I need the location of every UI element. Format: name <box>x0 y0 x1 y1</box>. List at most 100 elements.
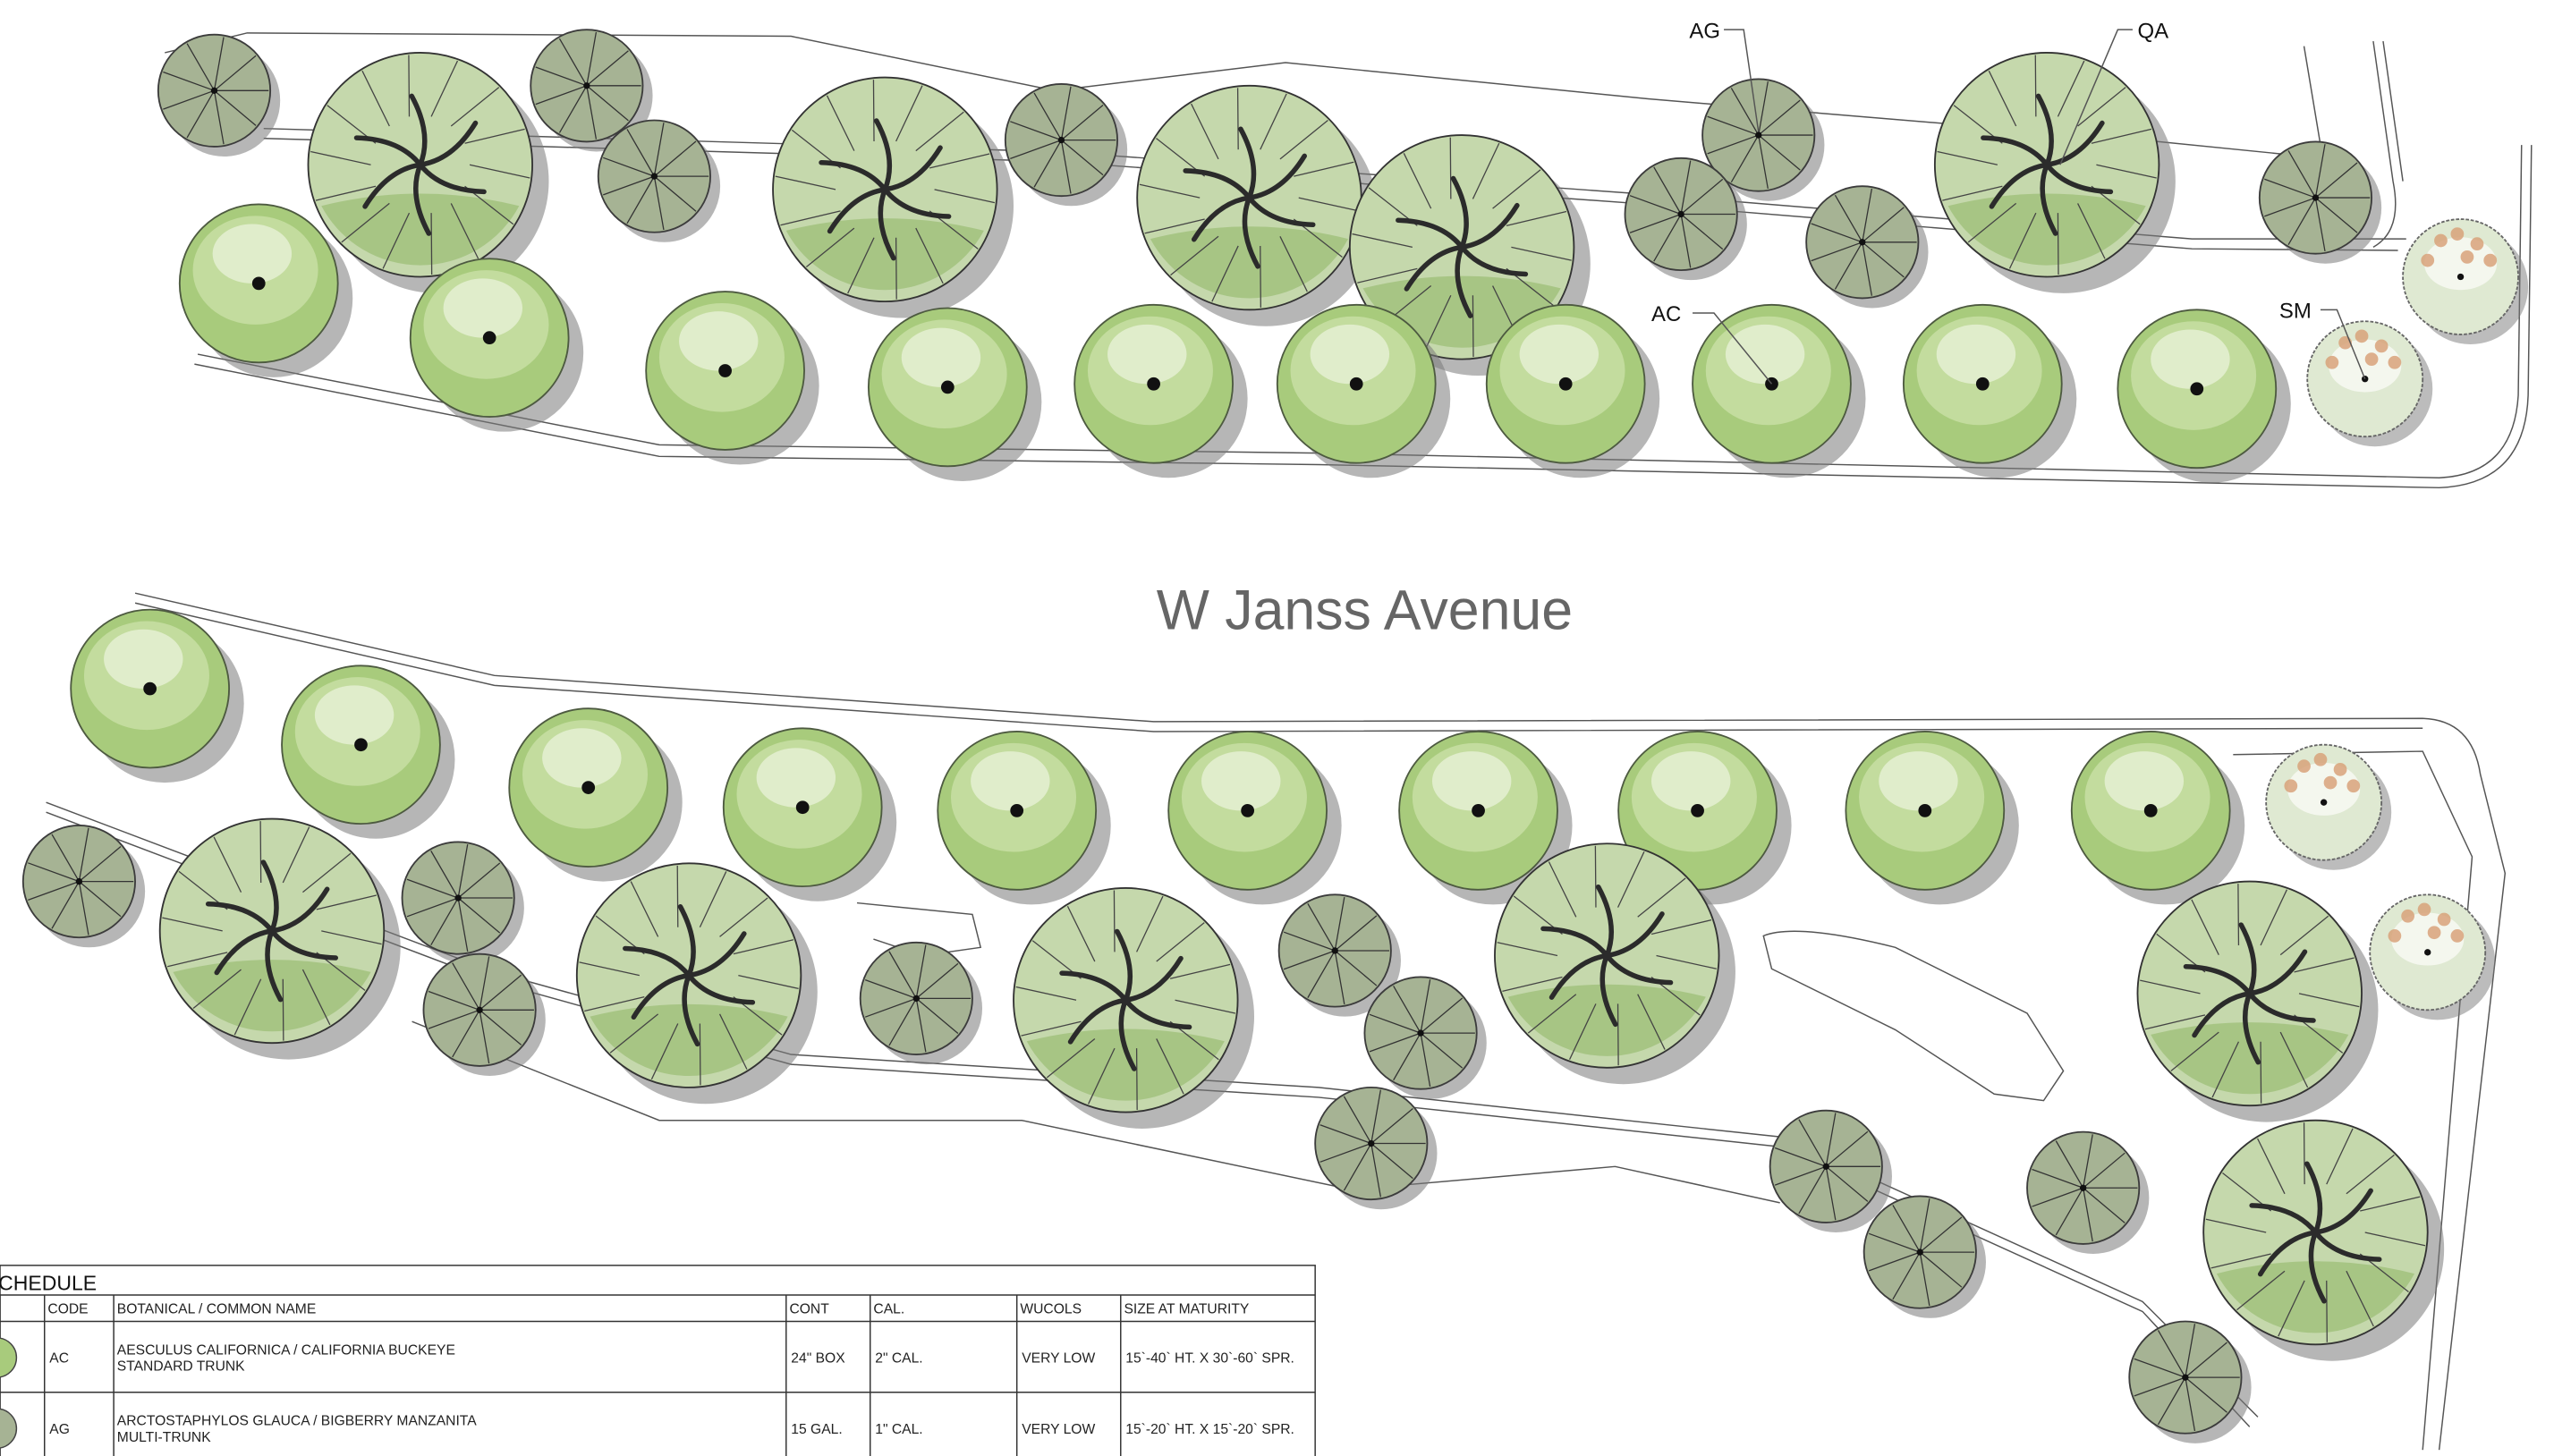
blossom <box>2460 250 2474 264</box>
tree <box>1701 78 1825 201</box>
canopy-lines <box>1937 55 2157 275</box>
trunk <box>1691 804 1704 817</box>
tree <box>2258 140 2382 264</box>
tree <box>1862 1195 1986 1318</box>
canopy-lines <box>2032 1134 2138 1242</box>
trunk <box>912 995 921 1003</box>
trunk <box>1859 239 1866 246</box>
blossom <box>2483 253 2498 267</box>
tree <box>1485 303 1660 478</box>
trunk <box>1918 804 1932 817</box>
blossom <box>2313 752 2328 766</box>
blossom <box>2364 352 2379 366</box>
tree <box>1845 731 2019 905</box>
canopy-highlight <box>1201 751 1281 811</box>
callout-label: QA <box>2137 19 2168 43</box>
tree <box>178 203 353 377</box>
tree <box>575 862 818 1105</box>
canopy-highlight <box>1519 324 1599 385</box>
tree <box>1363 976 1487 1099</box>
callout-label: AC <box>1651 302 1681 326</box>
branches <box>1396 175 1529 318</box>
trees <box>21 29 2529 1443</box>
tree <box>1073 303 1248 478</box>
canopy-highlight <box>2391 912 2465 966</box>
trunk <box>2182 1374 2189 1381</box>
trunk <box>1417 1029 1424 1037</box>
trunk <box>2456 273 2465 281</box>
blossom <box>2437 912 2451 927</box>
cell: 15 GAL. <box>791 1422 842 1437</box>
branches <box>1183 126 1316 269</box>
tree <box>1167 731 1342 905</box>
trunk <box>1349 377 1363 391</box>
canopy-highlight <box>1650 751 1731 811</box>
canopy-lines <box>775 80 996 300</box>
blossom <box>2333 762 2347 776</box>
trunk <box>1677 210 1684 218</box>
tree <box>2117 309 2291 483</box>
branches <box>205 859 339 1003</box>
callouts: AG QA AC SM <box>1651 19 2366 385</box>
table-title: CHEDULE <box>0 1271 97 1294</box>
branches <box>1540 884 1674 1028</box>
trunk <box>795 800 810 815</box>
trunk <box>476 1006 483 1013</box>
canopy-lines <box>1283 896 1390 1004</box>
column-header: SIZE AT MATURITY <box>1124 1301 1249 1316</box>
trunk <box>143 681 157 696</box>
canopy-lines <box>864 944 972 1053</box>
cell: VERY LOW <box>1022 1422 1095 1437</box>
tree <box>722 727 897 902</box>
blossom <box>2417 902 2431 917</box>
leader <box>1724 29 1760 132</box>
tree <box>772 76 1014 318</box>
canopy-lines <box>310 55 530 275</box>
symbol <box>0 1408 18 1449</box>
tree <box>422 952 546 1076</box>
tree <box>1136 84 1379 326</box>
canopy-highlight <box>1431 751 1512 811</box>
canopy-lines <box>2264 144 2371 252</box>
tree <box>2306 320 2433 447</box>
tree <box>2136 880 2379 1122</box>
canopy-highlight <box>212 224 293 284</box>
column-header: BOTANICAL / COMMON NAME <box>117 1301 316 1316</box>
tree <box>1277 893 1401 1017</box>
callout-label: AG <box>1689 19 1720 43</box>
trunk <box>1057 136 1065 144</box>
trunk <box>210 87 218 95</box>
cell: 1" CAL. <box>875 1422 922 1437</box>
canopy-highlight <box>542 728 622 788</box>
tree <box>1276 303 1451 478</box>
canopy-highlight <box>1310 324 1390 385</box>
trunk <box>454 894 462 902</box>
tree <box>157 33 281 157</box>
canopy-highlight <box>1107 324 1187 385</box>
blossom <box>2434 233 2448 248</box>
canopy-highlight <box>1725 324 1805 385</box>
trunk <box>1975 377 1990 391</box>
street-name: W Janss Avenue <box>1157 580 1573 642</box>
canopy-lines <box>163 37 269 145</box>
branches <box>819 118 952 261</box>
canopy-highlight <box>104 629 183 690</box>
canopy-lines <box>1010 86 1116 194</box>
trunk <box>1331 947 1338 954</box>
trunk <box>1147 377 1160 391</box>
canopy-lines <box>2140 884 2360 1104</box>
leader <box>1693 312 1773 385</box>
canopy-lines <box>406 844 513 952</box>
tree <box>1692 303 1866 478</box>
blossom <box>2346 779 2361 793</box>
blossom <box>2284 779 2298 793</box>
trunk <box>2190 382 2204 396</box>
tree <box>508 707 683 882</box>
plant-schedule: CHEDULE CODE BOTANICAL / COMMON NAME CONT C… <box>0 1265 1316 1456</box>
blossom <box>2427 926 2441 940</box>
column-header: CONT <box>789 1301 829 1316</box>
canopy-highlight <box>901 327 981 387</box>
canopy-shade <box>2151 1022 2349 1095</box>
tree <box>158 817 401 1060</box>
trunk <box>2143 804 2158 817</box>
